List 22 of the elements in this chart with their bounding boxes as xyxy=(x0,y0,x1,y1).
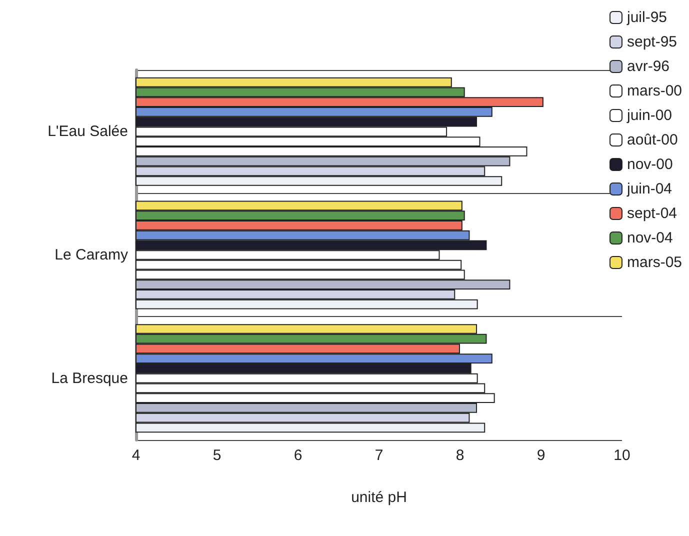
x-tick-label: 8 xyxy=(456,447,464,464)
legend-label: juil-95 xyxy=(626,9,668,26)
legend-label: nov-00 xyxy=(626,156,673,173)
x-tick-label: 10 xyxy=(614,447,630,464)
legend-label: avr-96 xyxy=(626,58,670,75)
x-tick-label: 6 xyxy=(294,447,302,464)
x-tick-label: 4 xyxy=(132,447,140,464)
legend-label: juin-00 xyxy=(626,107,672,124)
y-tick-label: L'Eau Salée xyxy=(48,123,128,140)
legend-label: sept-95 xyxy=(626,34,678,50)
legend-label: mars-00 xyxy=(626,82,682,100)
legend-label: sept-04 xyxy=(626,205,678,222)
legend-label: nov-04 xyxy=(626,230,673,246)
legend-label: août-00 xyxy=(626,132,678,148)
x-tick-label: 5 xyxy=(212,447,222,464)
x-axis-title: unité pH xyxy=(351,489,407,506)
x-tick-label: 7 xyxy=(374,447,384,464)
legend-label: mars-05 xyxy=(626,254,682,271)
y-tick-label: Le Caramy xyxy=(54,246,128,264)
legend-label: juin-04 xyxy=(626,180,672,198)
y-tick-label: La Bresque xyxy=(51,370,128,387)
x-tick-label: 9 xyxy=(536,447,546,464)
